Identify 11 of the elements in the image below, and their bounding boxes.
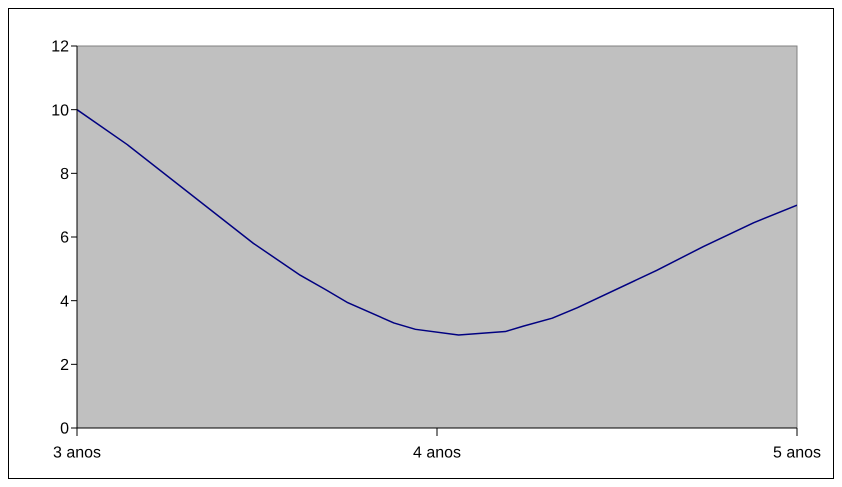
y-tick-label: 2 <box>60 357 70 374</box>
y-tick-label: 6 <box>60 230 70 247</box>
y-tick-label: 4 <box>60 293 70 310</box>
x-tick-label: 3 anos <box>52 444 102 462</box>
line-series <box>77 108 797 336</box>
y-tick-label: 0 <box>60 420 70 438</box>
y-tick-label: 10 <box>51 102 70 120</box>
y-tick-label: 12 <box>51 38 70 56</box>
y-tick-label: 8 <box>60 166 70 184</box>
x-tick-label: 5 anos <box>772 444 822 462</box>
x-tick-label: 4 anos <box>412 444 462 462</box>
